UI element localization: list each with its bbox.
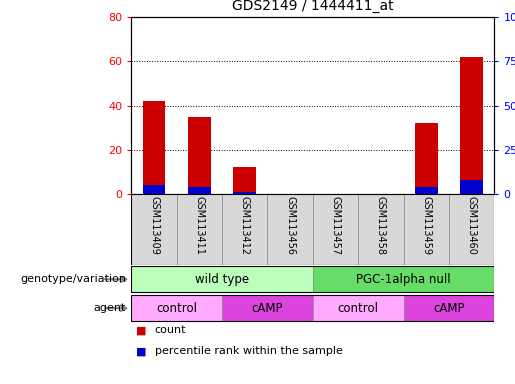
Bar [449,194,494,265]
Text: percentile rank within the sample: percentile rank within the sample [154,346,342,356]
Text: PGC-1alpha null: PGC-1alpha null [356,273,451,286]
Bar [222,194,267,265]
Text: wild type: wild type [195,273,249,286]
Text: GSM113459: GSM113459 [421,196,432,255]
Bar [415,187,438,194]
Bar [222,295,313,321]
Text: genotype/variation: genotype/variation [20,274,126,285]
Bar [404,194,449,265]
Bar [143,101,165,194]
Text: GSM113458: GSM113458 [376,196,386,255]
Bar [415,123,438,194]
Bar [188,187,211,194]
Text: control: control [156,302,197,314]
Bar [313,295,404,321]
Bar [143,185,165,194]
Title: GDS2149 / 1444411_at: GDS2149 / 1444411_at [232,0,393,13]
Bar [404,295,494,321]
Text: ■: ■ [136,325,147,335]
Text: agent: agent [94,303,126,313]
Text: GSM113411: GSM113411 [194,196,204,255]
Bar [313,194,358,265]
Text: GSM113412: GSM113412 [240,196,250,255]
Bar [188,117,211,194]
Text: cAMP: cAMP [252,302,283,314]
Bar [267,194,313,265]
Text: control: control [338,302,379,314]
Bar [313,266,494,292]
Bar [460,180,483,194]
Bar [233,167,256,194]
Text: cAMP: cAMP [433,302,465,314]
Bar [177,194,222,265]
Bar [233,192,256,194]
Text: ■: ■ [136,346,147,356]
Text: count: count [154,325,186,335]
Bar [358,194,404,265]
Bar [131,194,177,265]
Bar [460,57,483,194]
Text: GSM113456: GSM113456 [285,196,295,255]
Text: GSM113457: GSM113457 [331,196,340,255]
Text: GSM113460: GSM113460 [467,196,477,255]
Bar [131,295,222,321]
Text: GSM113409: GSM113409 [149,196,159,255]
Bar [131,266,313,292]
